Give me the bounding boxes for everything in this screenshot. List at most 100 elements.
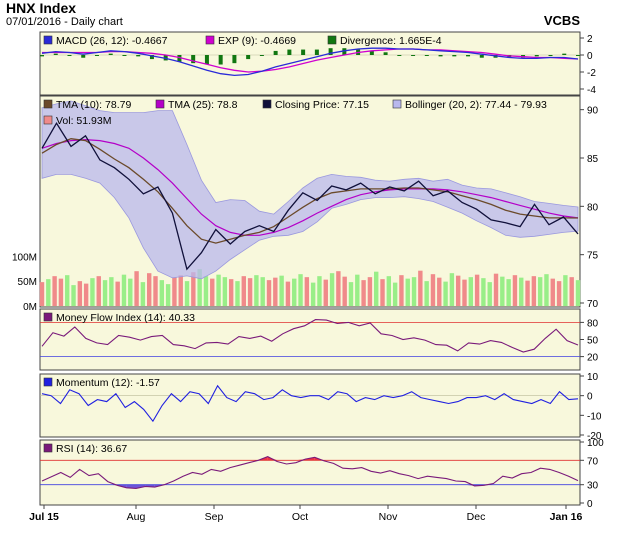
volume-bar [203,276,209,306]
price-tick-0: 90 [587,106,599,117]
volume-bar [537,277,543,306]
volume-bar [228,279,234,306]
volume-bar [140,282,146,306]
x-tick-label-3: Oct [292,511,308,523]
volume-bar [512,275,518,306]
volume-bar [147,273,152,306]
volume-bar [500,276,505,306]
divergence-bar [466,55,471,57]
divergence-bar [301,49,306,55]
volume-bar [462,279,467,306]
tma25-legend-label: TMA (25): 78.8 [168,99,238,111]
divergence-bar [328,48,333,55]
volume-bar [191,272,196,306]
divergence-bar [383,52,388,55]
momentum-tick-3: -20 [587,431,602,442]
volume-bar [159,280,165,306]
volume-bar [481,278,486,306]
volume-bar [65,275,70,306]
volume-bar [178,275,183,306]
volume-bar [222,277,228,306]
divergence-bar [314,49,319,55]
volume-bar [172,277,177,306]
divergence-bar [136,55,141,57]
divergence-bar [67,55,72,56]
volume-bar [165,284,171,306]
volume-bar [367,277,373,306]
tma10-line [41,138,579,244]
volume-bar [443,281,448,306]
divergence-bar [397,55,402,56]
volume-bar [493,273,499,306]
macd-tick-0: 2 [587,34,593,45]
divergence-bar [149,55,154,60]
volume-bar [197,269,202,306]
volume-bar [90,278,95,306]
volume-bar [329,273,335,306]
rsi-line [41,455,579,489]
momentum-tick-2: -10 [587,411,602,422]
volume-bar [575,280,581,306]
volume-bar [487,282,492,306]
exp-legend-label: EXP (9): -0.4669 [218,35,296,47]
rsi-tick-0: 100 [587,438,604,449]
volume-bar [437,277,442,306]
tma10-legend-label: TMA (10): 78.79 [56,99,131,111]
volume-bar [153,276,158,306]
tma10-legend-key [43,99,53,109]
macd-panel-frame [39,31,581,96]
chart-subtitle: 07/01/2016 - Daily chart [6,16,123,28]
mfi-tick-0: 80 [587,318,599,329]
volume-bar [39,282,45,306]
volume-bar [342,276,347,306]
macd-tick-3: -4 [587,85,596,96]
divergence-bar [287,49,292,55]
volume-bar [134,271,139,306]
tma25-legend-key [155,99,165,109]
volume-bar [279,275,284,306]
volume-bar [556,281,562,306]
volume-bar [317,276,322,306]
volume-bar [285,281,291,306]
volume-bar [58,278,64,306]
volume-bar [336,271,341,306]
momentum-panel-frame [39,373,581,438]
x-tick-label-0: Jul 15 [29,511,59,523]
closing-price-legend-key [262,99,272,109]
divergence-bar [53,53,58,55]
chart-title: HNX Index [6,0,77,16]
bollinger-band [41,100,579,280]
x-tick-label-2: Sep [205,511,224,523]
volume-bar [109,277,114,306]
divergence-bar [411,55,416,56]
divergence-bar [342,48,347,55]
tma25-line [41,138,579,236]
volume-tick-1: 50M [18,277,37,288]
volume-bar [348,282,354,306]
volume-bar [449,273,455,306]
volume-bar [260,277,265,306]
volume-bar [83,283,89,306]
divergence-bar [191,55,196,64]
momentum-legend-key [43,377,53,387]
price-tick-2: 80 [587,202,599,213]
momentum-line [41,384,579,423]
volume-bar [506,279,511,306]
momentum-legend-label: Momentum (12): -1.57 [56,377,160,389]
divergence-legend-label: Divergence: 1.665E-4 [340,35,442,47]
volume-bar [519,277,524,306]
volume-bar [374,271,379,306]
price-tick-1: 85 [587,154,599,165]
divergence-bar [177,55,182,62]
volume-bar [235,281,240,306]
volume-bar [184,281,190,306]
rsi-tick-1: 70 [587,456,599,467]
divergence-bar [534,55,539,57]
divergence-bar [438,55,443,57]
volume-bar [531,276,537,306]
divergence-bar [562,53,567,55]
macd-tick-2: -2 [587,68,596,79]
volume-bar [46,279,51,306]
x-tick-label-6: Jan 16 [550,511,583,523]
